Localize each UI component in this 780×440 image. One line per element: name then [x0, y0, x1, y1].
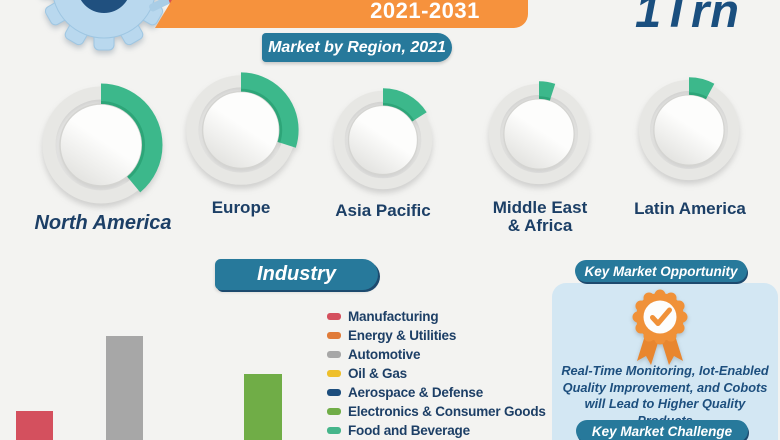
donut-middle-east-africa [486, 81, 592, 187]
legend-item: Aerospace & Defense [327, 383, 546, 402]
donut-north-america [39, 83, 163, 207]
bar-automotive [106, 336, 143, 440]
industry-banner-label: Industry [257, 263, 336, 285]
gear-icon [24, 0, 184, 66]
period-banner: 2021-2031 [155, 0, 528, 28]
legend-dash-icon [327, 389, 341, 396]
bar-manufacturing [16, 411, 53, 440]
period-text: 2021-2031 [370, 0, 480, 23]
legend-dash-icon [327, 427, 341, 434]
opportunity-text: Real-Time Monitoring, Iot-Enabled Qualit… [561, 363, 769, 428]
legend-dash-icon [327, 351, 341, 358]
legend-item: Energy & Utilities [327, 326, 546, 345]
region-label-middle-east-africa: Middle East & Africa [492, 198, 588, 236]
market-value-text: 1Trn [635, 0, 740, 37]
legend-dash-icon [327, 332, 341, 339]
key-market-opportunity-banner: Key Market Opportunity [575, 260, 747, 282]
legend-item: Electronics & Consumer Goods [327, 402, 546, 421]
region-label-latin-america: Latin America [634, 199, 746, 218]
legend-item: Manufacturing [327, 307, 546, 326]
region-label-asia-pacific: Asia Pacific [335, 201, 431, 220]
region-banner-label: Market by Region, 2021 [268, 38, 446, 56]
region-label-north-america: North America [34, 212, 172, 234]
legend-item: Oil & Gas [327, 364, 546, 383]
bar-electronics-consumer-goods [244, 374, 282, 440]
donut-latin-america [636, 77, 742, 183]
industry-legend: Manufacturing Energy & Utilities Automot… [327, 307, 546, 440]
legend-dash-icon [327, 408, 341, 415]
industry-banner: Industry [215, 259, 378, 290]
legend-item: Food and Beverage [327, 421, 546, 440]
region-banner: Market by Region, 2021 [262, 33, 452, 62]
region-label-europe: Europe [211, 198, 271, 217]
legend-dash-icon [327, 370, 341, 377]
donut-europe [183, 72, 299, 188]
donut-asia-pacific [331, 88, 435, 192]
award-ribbon-icon [622, 287, 698, 376]
legend-item: Automotive [327, 345, 546, 364]
key-market-challenge-banner: Key Market Challenge [576, 420, 748, 440]
legend-dash-icon [327, 313, 341, 320]
